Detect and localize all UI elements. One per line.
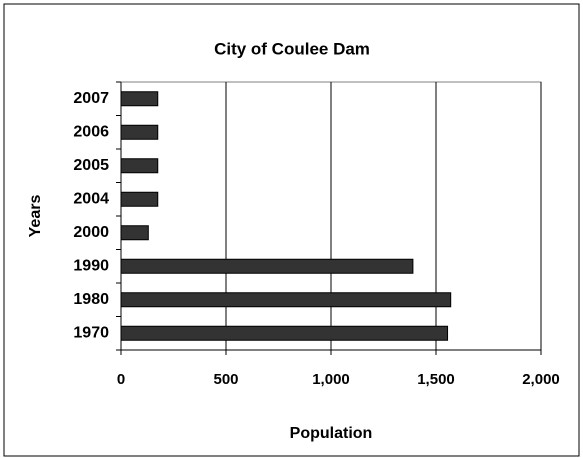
bar bbox=[120, 91, 159, 107]
bar bbox=[120, 258, 414, 274]
bar bbox=[120, 292, 452, 308]
x-tick-label: 2,000 bbox=[522, 371, 560, 388]
y-tick-label: 2007 bbox=[73, 90, 109, 107]
x-tick-label: 500 bbox=[213, 371, 238, 388]
y-tick-label: 1980 bbox=[73, 291, 109, 308]
x-tick-label: 1,500 bbox=[417, 371, 455, 388]
chart-title: City of Coulee Dam bbox=[214, 39, 370, 58]
bar bbox=[120, 225, 149, 241]
x-tick-label: 0 bbox=[117, 371, 125, 388]
x-tick-label: 1,000 bbox=[312, 371, 350, 388]
y-tick-label: 2004 bbox=[73, 190, 109, 207]
bar bbox=[120, 158, 159, 174]
y-tick-label: 2000 bbox=[73, 224, 109, 241]
y-tick-label: 2006 bbox=[73, 123, 109, 140]
bar bbox=[120, 191, 159, 207]
bar bbox=[120, 124, 159, 140]
x-axis-label: Population bbox=[290, 425, 373, 442]
y-tick-label: 2005 bbox=[73, 157, 109, 174]
bar bbox=[120, 325, 449, 341]
y-axis-label: Years bbox=[27, 195, 44, 238]
y-tick-label: 1990 bbox=[73, 257, 109, 274]
y-tick-label: 1970 bbox=[73, 324, 109, 341]
